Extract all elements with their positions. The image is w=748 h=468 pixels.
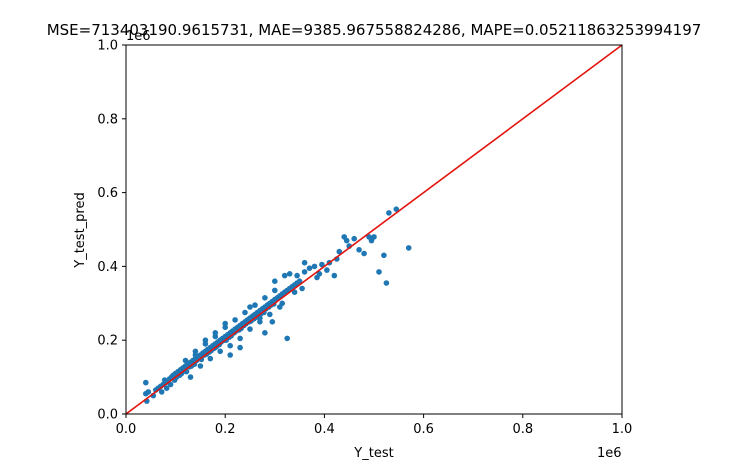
x-tick-label: 0.6	[413, 422, 434, 437]
x-axis-ticks: 0.0 0.2 0.4 0.6 0.8 1.0	[116, 414, 633, 437]
data-point	[405, 245, 412, 251]
data-point	[361, 250, 367, 257]
data-point	[252, 302, 258, 308]
data-point	[381, 252, 387, 259]
data-point	[336, 248, 343, 255]
y-axis-offset-label: 1e6	[126, 29, 151, 44]
data-point	[284, 335, 291, 342]
data-point	[316, 271, 323, 277]
data-point	[294, 272, 300, 279]
data-point	[145, 389, 152, 395]
x-axis-label: Y_test	[353, 446, 393, 461]
data-point	[279, 300, 286, 307]
y-axis-label: Y_test_pred	[73, 192, 88, 268]
x-tick-label: 1.0	[612, 422, 633, 437]
x-tick-label: 0.8	[512, 422, 533, 437]
data-point	[272, 278, 278, 285]
data-point	[306, 265, 313, 272]
y-tick-label: 0.2	[97, 334, 118, 349]
data-point	[262, 295, 268, 301]
y-tick-label: 1.0	[97, 39, 118, 54]
data-point	[301, 259, 308, 266]
data-point	[383, 280, 390, 286]
data-point	[296, 278, 303, 285]
data-point	[158, 389, 165, 395]
data-point	[311, 263, 318, 270]
data-point	[272, 287, 278, 294]
data-point	[281, 272, 288, 279]
data-point	[202, 337, 209, 344]
data-point	[163, 385, 170, 392]
x-tick-label: 0.4	[314, 422, 335, 437]
data-point	[267, 311, 273, 318]
data-point	[227, 352, 233, 358]
data-point	[262, 330, 268, 336]
x-axis-offset-label: 1e6	[597, 446, 622, 461]
data-point	[286, 271, 293, 277]
data-point	[299, 285, 305, 292]
data-point	[331, 272, 338, 279]
data-point	[237, 335, 243, 342]
y-axis-ticks: 0.0 0.2 0.4 0.6 0.8 1.0	[97, 39, 126, 423]
data-point	[182, 357, 189, 364]
data-point	[207, 355, 214, 362]
data-point	[167, 381, 174, 388]
data-point	[343, 237, 350, 244]
reference-line	[125, 44, 623, 415]
data-point	[319, 261, 325, 268]
plot-frame	[125, 44, 623, 415]
chart-title: MSE=713403190.9615731, MAE=9385.96755882…	[47, 21, 702, 39]
data-point	[217, 348, 223, 355]
data-point	[351, 235, 358, 242]
data-point	[247, 326, 253, 332]
data-point	[386, 210, 392, 216]
data-point	[197, 363, 204, 369]
data-point	[291, 289, 298, 296]
y-tick-label: 0.4	[97, 260, 118, 275]
data-point	[143, 379, 149, 386]
data-point	[269, 319, 276, 325]
data-point	[237, 344, 243, 351]
data-point	[242, 309, 248, 316]
data-point	[376, 269, 382, 275]
data-point	[324, 267, 330, 273]
data-point	[222, 320, 228, 327]
data-point	[247, 304, 253, 310]
data-point	[192, 352, 199, 358]
y-tick-label: 0.6	[97, 186, 118, 201]
x-tick-label: 0.0	[116, 422, 137, 437]
y-tick-label: 0.8	[97, 112, 118, 127]
data-points	[143, 206, 412, 404]
data-point	[371, 234, 377, 240]
data-point	[227, 342, 233, 349]
y-tick-label: 0.0	[97, 408, 118, 423]
x-tick-label: 0.2	[215, 422, 236, 437]
data-point	[356, 247, 362, 253]
data-point	[212, 330, 219, 336]
data-point	[301, 269, 308, 275]
data-point	[232, 317, 238, 323]
data-point	[393, 206, 400, 212]
data-point	[257, 315, 263, 321]
data-point	[187, 374, 194, 380]
